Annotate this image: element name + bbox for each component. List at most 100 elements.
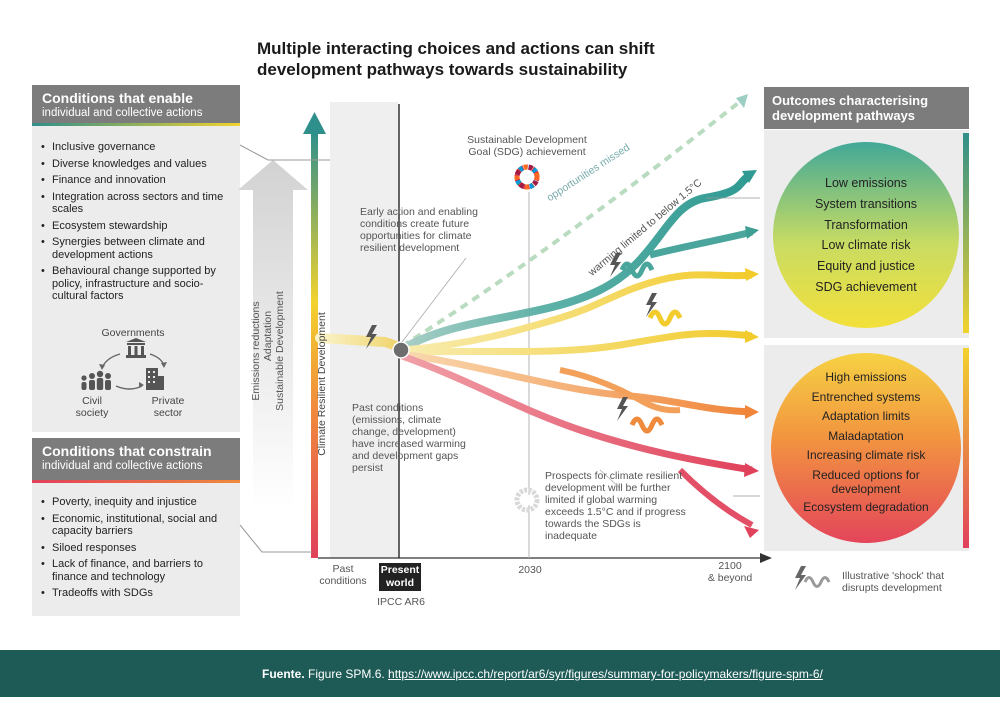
- constrain-list: Poverty, inequity and injustice Economic…: [40, 496, 235, 604]
- pathway-yellow-mid: [401, 329, 753, 356]
- constrain-item: Economic, institutional, social and capa…: [40, 513, 235, 538]
- positive-outcome: SDG achievement: [815, 279, 917, 294]
- sdg-wheel-faded-icon: [514, 487, 540, 513]
- enable-panel-header: Conditions that enable individual and co…: [32, 85, 240, 125]
- pathway-yellow-mid-arrowhead: [745, 330, 759, 343]
- shock-legend-icon: [795, 566, 831, 590]
- footer-text: Figure SPM.6.: [304, 667, 389, 681]
- constrain-item: Tradeoffs with SDGs: [40, 587, 235, 600]
- title-line-1: Multiple interacting choices and actions…: [257, 39, 655, 58]
- pathway-yellow-upper-arrowhead: [745, 268, 759, 281]
- constrain-accent-bar: [32, 480, 240, 483]
- past-conditions-label: Past conditions: [319, 563, 367, 587]
- constrain-subheading: individual and collective actions: [42, 460, 203, 472]
- enable-connector: [239, 144, 330, 161]
- negative-outcome: High emissions: [825, 370, 907, 384]
- shock-wiggle-orange: [629, 416, 665, 434]
- enable-item: Synergies between climate and developmen…: [40, 236, 235, 261]
- negative-outcome: Maladaptation: [828, 428, 904, 443]
- year-2100-label: 2100 & beyond: [702, 560, 758, 584]
- footer-source: Fuente. Figure SPM.6. https://www.ipcc.c…: [262, 667, 823, 681]
- actor-governments-label: Governments: [101, 327, 165, 339]
- negative-outcome: Entrenched systems: [811, 389, 921, 404]
- year-2030-label: 2030: [518, 564, 542, 576]
- positive-outcomes-accent: [963, 133, 969, 333]
- constrain-item: Siloed responses: [40, 542, 235, 555]
- opportunities-missed-arrowhead: [736, 94, 748, 108]
- year-2100-line-2: & beyond: [707, 572, 753, 584]
- outcomes-heading-line-2: development pathways: [772, 108, 916, 123]
- resilience-axis-bar: [311, 132, 318, 558]
- title-line-2: development pathways towards sustainabil…: [257, 60, 628, 79]
- resilience-axis-arrowhead: [303, 112, 326, 134]
- footer-link[interactable]: https://www.ipcc.ch/report/ar6/syr/figur…: [388, 667, 823, 681]
- positive-outcome: Low climate risk: [821, 238, 911, 253]
- present-line-2: world: [386, 577, 414, 589]
- negative-outcome: Increasing climate risk: [806, 448, 926, 462]
- footer-label: Fuente.: [262, 667, 305, 681]
- enable-item: Ecosystem stewardship: [40, 220, 235, 233]
- background-upward-arrow: [238, 160, 308, 508]
- shock-legend-text: Illustrative 'shock' that disrupts devel…: [842, 570, 945, 594]
- pathway-yellow-upper: [401, 271, 753, 354]
- outcomes-heading-line-1: Outcomes characterising: [772, 93, 929, 108]
- pathway-orange: [401, 350, 753, 416]
- prospects-leader: [599, 469, 621, 489]
- enable-heading: Conditions that enable: [42, 90, 193, 106]
- constrain-connector: [239, 524, 312, 553]
- enable-accent-bar: [32, 123, 240, 126]
- actors-diagram: [81, 338, 167, 390]
- pathway-teal-top-arrowhead: [742, 170, 757, 183]
- constrain-panel-header: Conditions that constrain individual and…: [32, 438, 240, 480]
- negative-outcome: Reduced options for development: [812, 467, 920, 496]
- enable-item: Diverse knowledges and values: [40, 158, 235, 171]
- arrow-label-adaptation: Adaptation: [262, 310, 274, 362]
- actor-private-label: Private sector: [151, 395, 185, 419]
- enable-list: Inclusive governance Diverse knowledges …: [40, 141, 235, 307]
- actor-civil-label: Civil society: [75, 395, 109, 419]
- time-axis-arrowhead: [760, 553, 772, 563]
- footer-bar: [0, 650, 1000, 697]
- private-sector-building-icon: [146, 368, 164, 390]
- past-conditions-annotation: Past conditions (emissions, climate chan…: [352, 402, 466, 474]
- arrow-label-emissions: Emissions reductions: [250, 301, 262, 401]
- positive-outcome: System transitions: [814, 196, 918, 211]
- shock-wiggle-teal: [619, 261, 655, 279]
- present-point: [392, 341, 410, 359]
- figure-title: Multiple interacting choices and actions…: [257, 38, 817, 80]
- ipcc-label: IPCC AR6: [377, 596, 425, 608]
- pathway-teal-second-arrowhead: [745, 226, 759, 239]
- pathway-orange-arrowhead: [745, 405, 759, 419]
- early-action-annotation: Early action and enabling conditions cre…: [360, 206, 478, 254]
- arrow-label-sustainable: Sustainable Development: [274, 291, 286, 411]
- early-action-leader: [401, 257, 467, 343]
- enable-item: Integration across sectors and time scal…: [40, 191, 235, 216]
- positive-outcome: Equity and justice: [817, 259, 915, 274]
- constrain-item: Poverty, inequity and injustice: [40, 496, 235, 509]
- negative-outcomes-accent: [963, 348, 969, 548]
- axis-vertical-label: Climate Resilient Development: [316, 312, 328, 456]
- civil-society-people-icon: [81, 370, 111, 390]
- positive-outcome: Transformation: [824, 217, 908, 232]
- enable-item: Finance and innovation: [40, 174, 235, 187]
- sdg-wheel-icon: [514, 164, 540, 190]
- pathway-red-lower-arrowhead: [744, 526, 759, 538]
- negative-outcome: Adaptation limits: [821, 409, 911, 423]
- lightning-icon: [366, 253, 657, 421]
- negative-outcomes-circle: [771, 353, 961, 543]
- enable-subheading: individual and collective actions: [42, 107, 203, 119]
- constrain-item: Lack of finance, and barriers to finance…: [40, 558, 235, 583]
- pathway-red-lower: [677, 467, 754, 528]
- positive-outcome: Low emissions: [825, 176, 907, 190]
- pathway-red-upper-arrowhead: [744, 463, 759, 477]
- positive-outcomes-list: Low emissions System transitions Transfo…: [796, 176, 936, 301]
- positive-outcomes-circle: [773, 142, 959, 328]
- government-building-icon: [126, 338, 146, 358]
- shock-wiggle-yellow: [647, 309, 683, 327]
- pathways-diagram: [238, 94, 969, 590]
- year-2100-line-1: 2100: [718, 560, 742, 572]
- enable-item: Inclusive governance: [40, 141, 235, 154]
- pathway-teal-second: [649, 228, 753, 259]
- negative-outcome: Ecosystem degradation: [803, 500, 929, 514]
- pathway-red-upper: [400, 352, 753, 474]
